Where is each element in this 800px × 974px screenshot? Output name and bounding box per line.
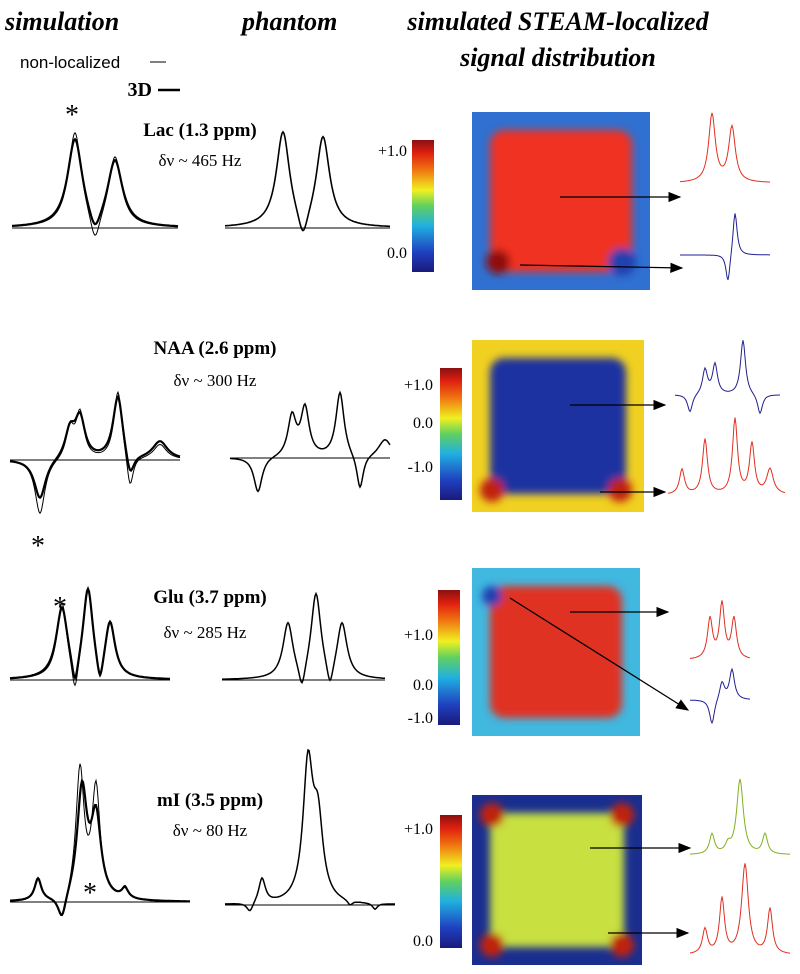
heatmap-spot — [480, 933, 504, 957]
chemical-shift: δν ~ 285 Hz — [164, 623, 247, 642]
spectrum — [230, 390, 391, 493]
colorbar — [440, 368, 462, 500]
heatmap-region — [490, 813, 624, 947]
spectrum — [11, 137, 179, 228]
spectrum — [689, 778, 791, 855]
spectrum — [9, 586, 170, 681]
heatmap-core — [486, 130, 636, 276]
header: simulation — [4, 7, 119, 36]
spectrum — [9, 390, 181, 515]
colorbar-label: 0.0 — [413, 933, 433, 950]
arrow — [509, 597, 690, 711]
colorbar-label: 0.0 — [413, 415, 433, 432]
heatmap-spot — [480, 803, 504, 827]
heatmap-spot — [482, 586, 502, 606]
heatmap-region — [490, 586, 622, 718]
heatmap-spot — [610, 803, 634, 827]
spectrum — [680, 112, 771, 183]
spectrum — [224, 130, 390, 232]
metabolite-label: Lac (1.3 ppm) — [143, 120, 256, 141]
colorbar-label: +1.0 — [378, 143, 407, 160]
spectrum — [674, 340, 780, 415]
header: signal distribution — [459, 43, 656, 72]
header: simulated STEAM-localized — [406, 7, 709, 36]
heatmap-core — [482, 586, 622, 718]
heatmap-spot — [608, 478, 632, 502]
colorbar-label: +1.0 — [404, 627, 433, 644]
heatmap-region — [490, 130, 632, 272]
peak-marker: * — [31, 531, 45, 562]
heatmap-spot — [480, 478, 504, 502]
chemical-shift: δν ~ 80 Hz — [173, 821, 248, 840]
spectrum — [224, 748, 395, 912]
legend-entry: 3D — [128, 79, 152, 101]
colorbar — [438, 590, 460, 725]
heatmap-core — [480, 803, 634, 957]
colorbar-label: 0.0 — [413, 677, 433, 694]
colorbar-label: +1.0 — [404, 377, 433, 394]
spectrum — [9, 394, 181, 499]
peak-marker: * — [65, 100, 79, 131]
spectrum — [10, 778, 190, 917]
colorbar — [440, 815, 462, 948]
spectrum — [689, 600, 751, 659]
colorbar-label: -1.0 — [408, 459, 433, 476]
spectrum — [12, 131, 179, 236]
colorbar-label: +1.0 — [404, 821, 433, 838]
arrow — [519, 262, 684, 273]
header: phantom — [240, 7, 337, 36]
colorbar-label: -1.0 — [408, 710, 433, 727]
heatmap-spot — [608, 248, 636, 276]
spectrum — [689, 863, 791, 954]
spectrum — [689, 667, 751, 725]
colorbar — [412, 140, 434, 272]
peak-marker: * — [83, 878, 97, 909]
heatmap-region — [490, 358, 626, 494]
chemical-shift: δν ~ 465 Hz — [159, 151, 242, 170]
heatmap-core — [480, 358, 632, 502]
heatmap-spot — [486, 250, 510, 274]
spectrum — [221, 591, 386, 684]
spectrum — [680, 213, 770, 281]
legend-entry: non-localized — [20, 53, 120, 72]
metabolite-label: Glu (3.7 ppm) — [153, 587, 267, 608]
spectrum — [667, 417, 786, 494]
metabolite-label: mI (3.5 ppm) — [157, 790, 263, 811]
heatmap-spot — [610, 933, 634, 957]
chemical-shift: δν ~ 300 Hz — [174, 371, 257, 390]
colorbar-label: 0.0 — [387, 245, 407, 262]
metabolite-label: NAA (2.6 ppm) — [154, 338, 277, 359]
